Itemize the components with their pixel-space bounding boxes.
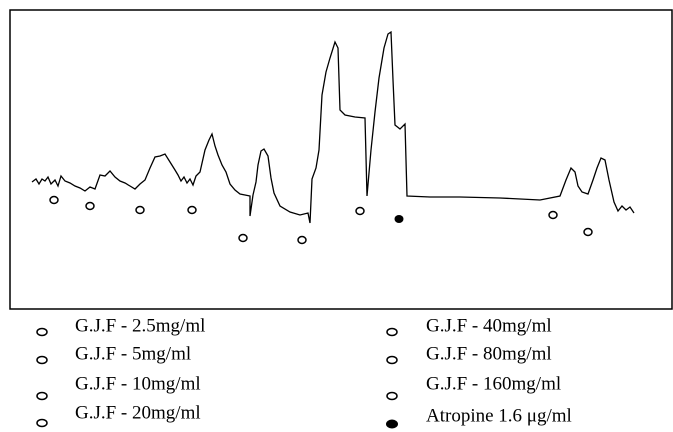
dose-marker: [187, 205, 197, 215]
dose-marker: [583, 227, 593, 237]
legend: G.J.F - 2.5mg/ml G.J.F - 5mg/ml G.J.F - …: [36, 315, 572, 429]
legend-marker: [386, 355, 398, 365]
legend-label: G.J.F - 20mg/ml: [75, 402, 201, 423]
legend-marker: [36, 418, 48, 428]
legend-label: G.J.F - 5mg/ml: [75, 343, 191, 364]
legend-marker: [386, 327, 398, 337]
legend-label: G.J.F - 2.5mg/ml: [75, 315, 205, 336]
trace: [31, 30, 635, 224]
legend-label: G.J.F - 10mg/ml: [75, 373, 201, 394]
dose-marker: [355, 206, 365, 216]
legend-label: G.J.F - 40mg/ml: [426, 315, 552, 336]
dose-marker: [49, 195, 59, 205]
dose-marker: [548, 210, 558, 220]
legend-label: G.J.F - 160mg/ml: [426, 373, 561, 394]
legend-marker: [386, 419, 398, 429]
legend-marker: [36, 355, 48, 365]
dose-markers: [49, 195, 593, 245]
dose-marker: [297, 235, 307, 245]
dose-marker: [238, 233, 248, 243]
legend-marker: [36, 327, 48, 337]
recording-frame: [9, 9, 673, 310]
dose-marker: [85, 201, 95, 211]
legend-marker: [386, 391, 398, 401]
legend-marker: [36, 391, 48, 401]
legend-label: Atropine 1.6 μg/ml: [426, 405, 572, 426]
legend-label: G.J.F - 80mg/ml: [426, 343, 552, 364]
atropine-marker: [394, 215, 404, 223]
dose-marker: [135, 205, 145, 215]
